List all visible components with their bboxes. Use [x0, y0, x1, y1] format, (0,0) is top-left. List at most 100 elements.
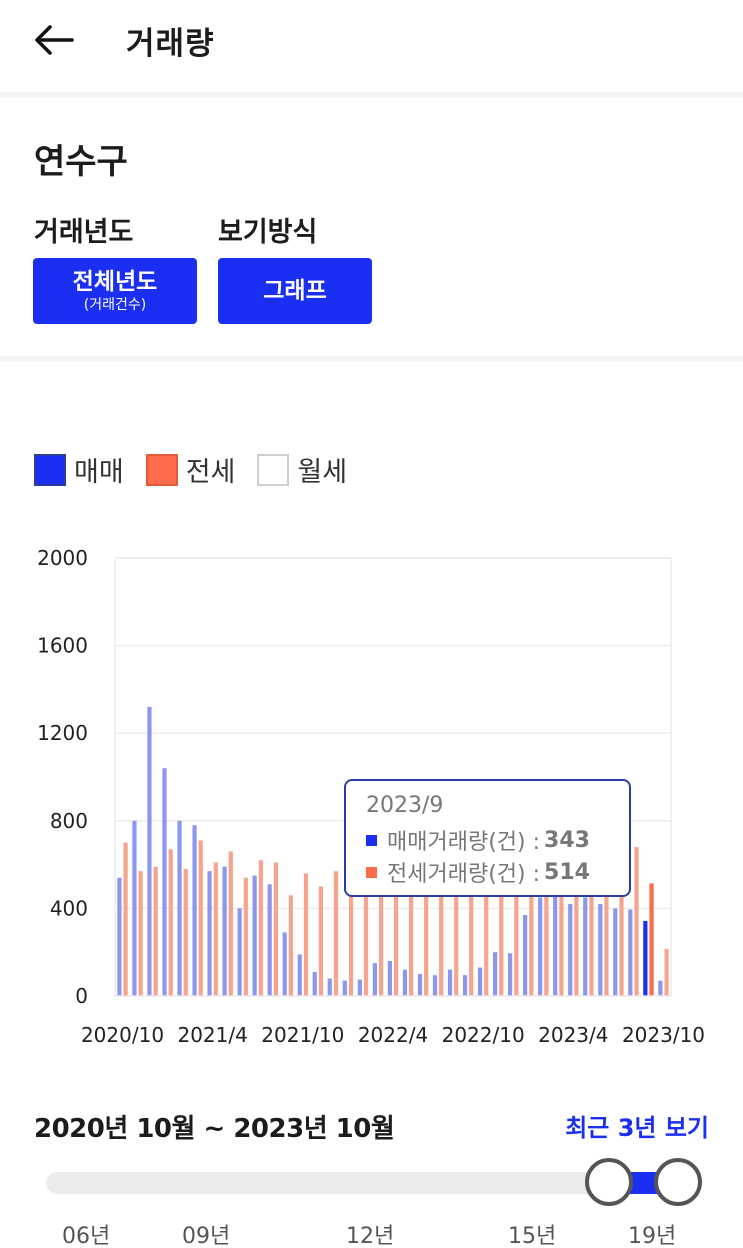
legend-label-monthly: 월세	[297, 457, 348, 488]
bar-jeonse	[243, 877, 248, 996]
x-tick-label: 2021/10	[261, 1023, 344, 1047]
bar-sale	[598, 904, 603, 996]
bar-jeonse	[318, 886, 324, 996]
bar-sale	[132, 820, 137, 996]
range-slider-track[interactable]	[46, 1172, 686, 1194]
bar-sale	[628, 909, 633, 996]
bar-jeonse	[348, 868, 354, 996]
bar-sale	[508, 953, 513, 996]
range-slider-start-handle[interactable]	[585, 1158, 633, 1206]
bar-jeonse	[634, 847, 639, 996]
legend-item-sale[interactable]: 매매	[34, 450, 124, 489]
y-tick-label: 2000	[37, 546, 88, 570]
range-slider-end-handle[interactable]	[654, 1158, 702, 1206]
bar-jeonse	[228, 851, 233, 996]
bar-jeonse	[559, 798, 564, 996]
bar-jeonse	[168, 849, 173, 996]
page-title: 거래량	[126, 26, 215, 62]
bar-sale	[297, 954, 302, 996]
legend-swatch-sale	[34, 453, 66, 486]
view-filter-label: 보기방식	[218, 217, 318, 248]
year-select-button[interactable]: 전체년도 (거래건수)	[33, 258, 197, 324]
x-tick-label: 2023/10	[622, 1023, 705, 1047]
bar-jeonse	[574, 812, 579, 996]
bar-jeonse	[649, 883, 654, 996]
bar-sale	[282, 932, 287, 996]
slider-tick-label: 06년	[62, 1224, 111, 1248]
bar-sale	[538, 897, 543, 996]
slider-tick-label: 09년	[182, 1224, 231, 1248]
legend-label-jeonse: 전세	[185, 457, 236, 488]
bar-sale	[237, 908, 242, 996]
bar-jeonse	[514, 842, 519, 996]
bar-sale	[252, 875, 257, 996]
bar-jeonse	[288, 895, 294, 996]
bar-sale	[312, 971, 317, 996]
bar-jeonse	[439, 864, 444, 996]
bar-sale	[432, 975, 438, 996]
legend-item-monthly[interactable]: 월세	[257, 450, 347, 489]
bar-jeonse	[469, 855, 474, 996]
region-title: 연수구	[34, 142, 128, 182]
y-tick-label: 1600	[37, 634, 88, 658]
y-tick-label: 0	[75, 984, 88, 1008]
chart-tooltip: 2023/9 매매거래량(건) : 343 전세거래량(건) : 514	[344, 779, 631, 897]
plot-frame	[114, 557, 672, 997]
bar-jeonse	[213, 862, 218, 996]
bar-sale	[117, 877, 122, 996]
tooltip-swatch-jeonse	[366, 866, 377, 878]
bar-jeonse	[499, 820, 504, 996]
bar-sale	[342, 980, 347, 996]
bar-jeonse	[378, 868, 384, 996]
filter-panel: 연수구 거래년도 보기방식 전체년도 (거래건수) 그래프	[0, 98, 743, 356]
bar-sale	[192, 825, 197, 996]
app-bar: 거래량	[0, 0, 743, 92]
year-filter-label: 거래년도	[34, 217, 134, 248]
bar-sale	[643, 920, 648, 996]
year-select-sub: (거래건수)	[83, 297, 147, 313]
bar-jeonse	[198, 840, 203, 996]
x-tick-label: 2023/4	[538, 1023, 608, 1047]
bar-jeonse	[424, 864, 429, 996]
slider-tick-label: 19년	[628, 1224, 677, 1248]
bar-jeonse	[303, 873, 309, 996]
x-tick-label: 2022/10	[442, 1023, 525, 1047]
date-range-text: 2020년 10월 ~ 2023년 10월	[34, 1114, 395, 1144]
bar-sale	[387, 960, 392, 996]
tooltip-row-jeonse: 전세거래량(건) : 514	[366, 856, 609, 888]
bar-jeonse	[258, 860, 263, 996]
bar-jeonse	[619, 829, 624, 996]
bar-jeonse	[394, 866, 399, 996]
bar-sale	[162, 768, 167, 996]
bar-jeonse	[333, 871, 339, 996]
bar-sale	[492, 952, 498, 996]
transaction-volume-chart: 0 400 800 1200 1600 2000 2020/10 2021/4 2021/10 2…	[37, 546, 705, 1047]
bar-sale	[222, 866, 227, 996]
tooltip-row-sale: 매매거래량(건) : 343	[366, 824, 609, 856]
chart-legend: 매매 전세 월세	[34, 450, 369, 489]
y-tick-label: 400	[50, 896, 88, 920]
view-mode-label: 그래프	[263, 278, 327, 304]
bar-sale	[568, 904, 573, 996]
tooltip-label-jeonse: 전세거래량(건) :	[387, 862, 541, 887]
bar-sale	[327, 978, 332, 996]
tooltip-label-sale: 매매거래량(건) :	[387, 830, 541, 855]
legend-label-sale: 매매	[74, 457, 124, 488]
bar-jeonse	[604, 827, 609, 996]
chart-panel: 매매 전세 월세 0 400 800 1200 1600 2000 2020/10 2021/…	[0, 362, 743, 1248]
bar-sale	[462, 975, 468, 996]
recent-3-years-link[interactable]: 최근 3년 보기	[565, 1114, 709, 1142]
back-button[interactable]	[30, 18, 80, 62]
bar-sale	[583, 897, 588, 996]
bar-jeonse	[454, 860, 459, 996]
legend-item-jeonse[interactable]: 전세	[145, 450, 236, 489]
view-mode-button[interactable]: 그래프	[218, 258, 372, 324]
bar-sale	[207, 871, 212, 996]
year-select-main: 전체년도	[72, 269, 158, 295]
arrow-left-icon	[35, 25, 74, 55]
bar-jeonse	[183, 868, 188, 996]
bar-jeonse	[123, 842, 128, 996]
bar-sale	[372, 963, 377, 996]
bar-sale	[147, 706, 152, 996]
bar-sale	[357, 979, 362, 996]
